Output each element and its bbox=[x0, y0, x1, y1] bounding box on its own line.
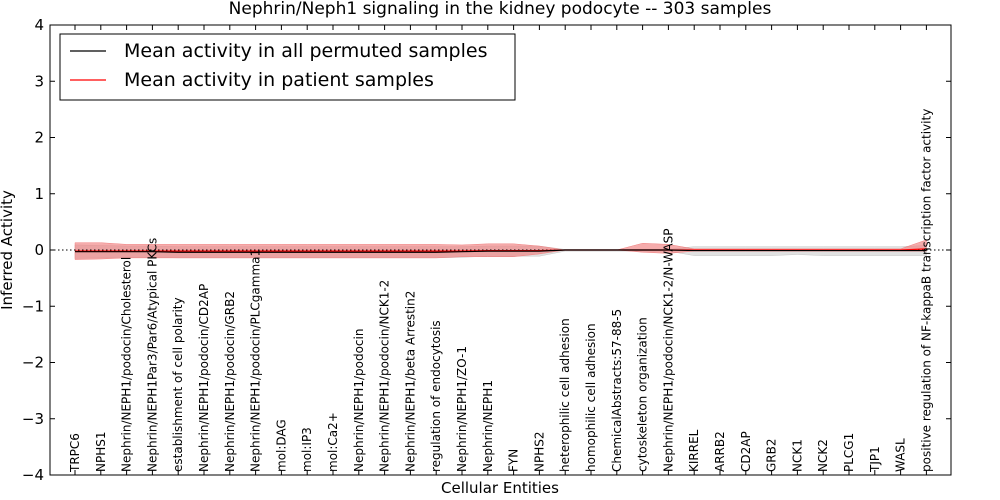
x-tick-label: Nephrin/NEPH1/podocin/CD2AP bbox=[197, 284, 211, 472]
x-tick-label: ChemicalAbstracts:57-88-5 bbox=[610, 309, 624, 472]
x-tick-label: Nephrin/NEPH1/beta Arrestin2 bbox=[403, 291, 417, 472]
y-tick-label: −1 bbox=[22, 297, 44, 315]
y-tick-label: 2 bbox=[34, 129, 44, 147]
x-tick-label: FYN bbox=[507, 449, 521, 472]
x-tick-label: regulation of endocytosis bbox=[429, 320, 443, 472]
x-tick-label: mol:DAG bbox=[274, 419, 288, 472]
x-tick-label: PLCG1 bbox=[842, 433, 856, 472]
x-tick-label: GRB2 bbox=[765, 438, 779, 472]
x-tick-label: NCK1 bbox=[790, 439, 804, 472]
x-tick-label: CD2AP bbox=[739, 431, 753, 472]
y-tick-label: −4 bbox=[22, 466, 44, 484]
x-tick-label: mol:Ca2+ bbox=[326, 412, 340, 472]
x-tick-label: Nephrin/NEPH1/podocin/NCK1-2/N-WASP bbox=[661, 229, 675, 472]
legend: Mean activity in all permuted samples Me… bbox=[59, 33, 516, 101]
x-tick-label: WASL bbox=[894, 438, 908, 472]
x-tick-label: Nephrin/NEPH1/podocin/PLCgamma1 bbox=[249, 249, 263, 472]
x-axis-label: Cellular Entities bbox=[441, 479, 559, 497]
x-tick-label: Nephrin/NEPH1/podocin/NCK1-2 bbox=[378, 280, 392, 472]
x-tick-label: Nephrin/NEPH1 bbox=[481, 380, 495, 472]
x-tick-label: ARRB2 bbox=[713, 431, 727, 472]
legend-box bbox=[59, 33, 516, 101]
x-tick-label: Nephrin/NEPH1/podocin/Cholesterol bbox=[120, 257, 134, 472]
x-tick-label: NPHS1 bbox=[94, 432, 108, 473]
y-tick-label: 0 bbox=[34, 241, 44, 259]
y-axis-label: Inferred Activity bbox=[0, 190, 16, 310]
series-lines bbox=[75, 248, 927, 253]
y-tick-label: 4 bbox=[34, 16, 44, 34]
y-tick-label: 3 bbox=[34, 72, 44, 90]
x-tick-label: Nephrin/NEPH1/podocin/GRB2 bbox=[223, 291, 237, 472]
chart-title: Nephrin/Neph1 signaling in the kidney po… bbox=[229, 0, 772, 19]
x-tick-label: Nephrin/NEPH1/ZO-1 bbox=[455, 346, 469, 472]
x-tick-label: cytoskeleton organization bbox=[636, 317, 650, 472]
legend-label-patient: Mean activity in patient samples bbox=[124, 69, 434, 91]
x-tick-label: heterophilic cell adhesion bbox=[558, 318, 572, 472]
x-tick-label: positive regulation of NF-kappaB transcr… bbox=[919, 109, 933, 472]
x-tick-label: Nephrin/NEPH1Par3/Par6/Atypical PKCs bbox=[145, 238, 159, 472]
x-tick-label: NCK2 bbox=[816, 439, 830, 472]
x-tick-label: Nephrin/NEPH1/podocin bbox=[352, 329, 366, 472]
x-tick-label: TJP1 bbox=[868, 446, 882, 473]
x-axis: TRPC6 NPHS1 Nephrin/NEPH1/podocin/Choleste… bbox=[68, 25, 933, 475]
line-permuted bbox=[75, 249, 927, 253]
x-tick-label: establishment of cell polarity bbox=[171, 297, 185, 472]
y-tick-label: 1 bbox=[34, 185, 44, 203]
x-tick-label: TRPC6 bbox=[68, 433, 82, 473]
legend-label-permuted: Mean activity in all permuted samples bbox=[124, 40, 487, 62]
x-tick-label: mol:IP3 bbox=[300, 427, 314, 472]
y-tick-label: −3 bbox=[22, 410, 44, 428]
x-tick-label: homophilic cell adhesion bbox=[584, 323, 598, 472]
x-tick-label: KIRREL bbox=[687, 429, 701, 472]
y-axis: 4 3 2 1 0 −1 −2 −3 −4 bbox=[22, 16, 951, 484]
y-tick-label: −2 bbox=[22, 354, 44, 372]
x-tick-label: NPHS2 bbox=[532, 432, 546, 473]
